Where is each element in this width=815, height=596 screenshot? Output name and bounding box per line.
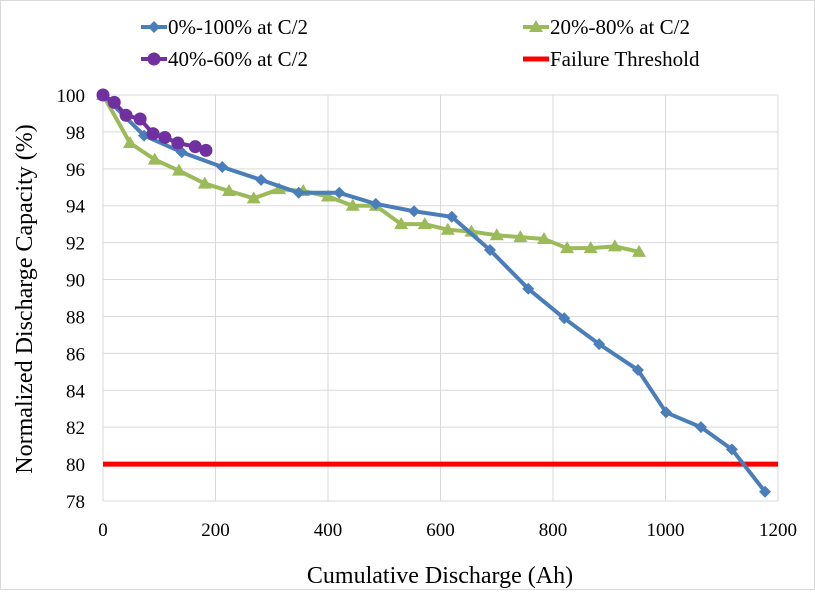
data-point	[484, 244, 496, 257]
y-axis-title: Normalized Discharge Capacity (%)	[12, 124, 38, 473]
data-point	[246, 191, 261, 204]
data-point	[171, 136, 185, 150]
data-point	[522, 282, 535, 295]
data-point	[345, 198, 360, 211]
legend-label: 40%-60% at C/2	[168, 47, 308, 71]
data-point	[197, 176, 212, 189]
y-tick-label: 92	[66, 234, 85, 255]
legend-label: Failure Threshold	[550, 47, 700, 71]
data-point	[292, 186, 305, 199]
x-tick-label: 800	[539, 520, 568, 541]
data-point	[107, 95, 121, 109]
data-point	[631, 363, 644, 376]
legend-item: Failure Threshold	[523, 47, 700, 71]
data-point	[759, 485, 772, 498]
x-tick-label: 600	[426, 520, 455, 541]
x-tick-label: 1200	[759, 520, 797, 541]
data-point	[558, 312, 571, 325]
data-point	[255, 173, 268, 186]
legend-item: 0%-100% at C/2	[141, 15, 308, 39]
x-tick-label: 0	[98, 520, 108, 541]
data-point	[632, 244, 647, 257]
y-tick-label: 82	[66, 418, 85, 439]
data-point	[147, 152, 162, 165]
data-point	[146, 127, 160, 141]
legend-item: 20%-80% at C/2	[523, 15, 690, 39]
data-point	[583, 241, 598, 254]
series-40-60-at-c-2	[96, 88, 213, 157]
legend-label: 20%-80% at C/2	[550, 15, 690, 39]
y-tick-label: 96	[66, 160, 85, 181]
data-point	[694, 421, 707, 434]
y-tick-label: 84	[66, 381, 86, 402]
x-tick-label: 1000	[647, 520, 685, 541]
x-tick-labels: 0 200 400 600 800 1000 1200	[98, 520, 797, 541]
data-point	[464, 224, 479, 237]
y-tick-label: 98	[66, 123, 85, 144]
data-point	[222, 183, 236, 196]
x-tick-label: 200	[201, 520, 230, 541]
data-point	[188, 140, 202, 154]
data-point	[216, 160, 229, 173]
y-tick-label: 80	[66, 455, 85, 476]
y-tick-label: 94	[66, 197, 86, 218]
data-point	[537, 231, 551, 244]
legend-marker	[148, 21, 160, 33]
data-point	[660, 406, 673, 419]
data-point	[593, 338, 606, 351]
legend-marker	[147, 52, 161, 66]
y-tick-label: 88	[66, 307, 85, 328]
series-layer	[96, 88, 778, 498]
data-point	[489, 228, 504, 241]
data-point	[158, 130, 172, 144]
legend-marker	[529, 20, 543, 32]
data-point	[171, 163, 186, 176]
data-point	[513, 230, 528, 243]
data-point	[408, 205, 421, 218]
series-20-80-at-c-2	[96, 88, 647, 257]
data-point	[123, 135, 137, 148]
data-point	[417, 217, 432, 230]
data-point	[199, 143, 213, 157]
data-point	[725, 443, 738, 456]
data-point	[394, 217, 409, 230]
grid	[102, 94, 779, 502]
x-axis-title: Cumulative Discharge (Ah)	[307, 563, 573, 589]
series-0-100-at-c-2	[97, 89, 772, 498]
x-tick-label: 400	[314, 520, 343, 541]
legend: 0%-100% at C/2 20%-80% at C/2 40%-60% at C…	[141, 15, 700, 71]
data-point	[96, 88, 110, 102]
data-point	[445, 210, 458, 223]
data-point	[607, 239, 622, 252]
y-tick-label: 90	[66, 271, 85, 292]
data-point	[321, 189, 335, 202]
legend-item: 40%-60% at C/2	[141, 47, 308, 71]
data-point	[119, 108, 133, 122]
legend-label: 0%-100% at C/2	[168, 15, 308, 39]
y-tick-label: 100	[57, 86, 86, 107]
y-tick-label: 78	[66, 492, 85, 513]
data-point	[133, 112, 147, 126]
y-tick-label: 86	[66, 344, 85, 365]
data-point	[369, 197, 382, 210]
data-point	[560, 241, 575, 254]
data-point	[440, 222, 455, 235]
y-tick-labels: 78 80 82 84 86 88 90 92 94 96 98 100	[57, 86, 86, 513]
data-point	[333, 186, 346, 199]
